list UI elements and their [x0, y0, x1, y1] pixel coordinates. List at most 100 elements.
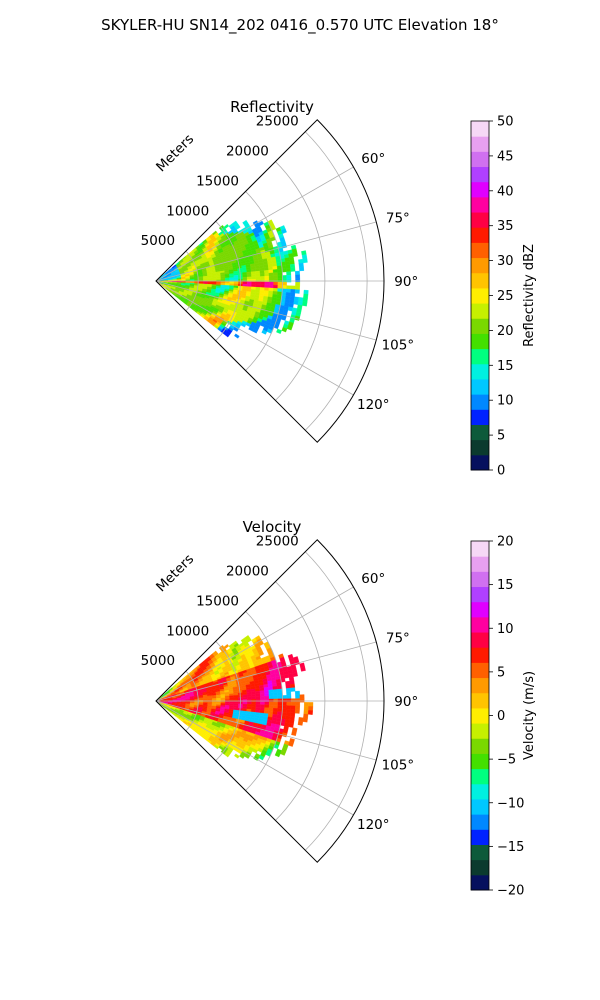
- colorbar-swatch: [471, 783, 489, 800]
- colorbar-tick-label: 15: [497, 578, 514, 593]
- radar-gate: [246, 691, 252, 695]
- radar-gate: [207, 698, 213, 701]
- radar-gate: [286, 705, 292, 710]
- radar-gate: [302, 258, 308, 264]
- radar-gate: [264, 281, 270, 286]
- radar-gate: [234, 753, 240, 759]
- colorbar-swatch: [471, 677, 489, 694]
- radar-gate: [285, 687, 291, 693]
- radar-gate: [299, 266, 305, 272]
- radar-gate: [302, 297, 308, 303]
- radar-gate: [295, 274, 301, 279]
- radar-gate: [239, 753, 245, 759]
- radar-gate: [259, 693, 265, 697]
- radar-field: [158, 635, 314, 761]
- colorbar-swatch: [471, 616, 489, 633]
- radar-gate: [276, 328, 282, 334]
- radial-tick-label: 25000: [256, 534, 299, 550]
- radar-gate: [268, 284, 274, 289]
- colorbar-swatch: [471, 212, 489, 228]
- radar-gate: [251, 273, 257, 277]
- radar-gate: [259, 273, 265, 277]
- radar-gate: [303, 293, 309, 299]
- radar-gate: [220, 697, 226, 701]
- radar-gate: [251, 693, 257, 697]
- radar-gate: [298, 258, 304, 264]
- azimuth-tick-label: 60°: [361, 151, 385, 167]
- radar-gate: [290, 292, 296, 297]
- radar-gate: [277, 272, 283, 276]
- radar-gate: [283, 673, 290, 679]
- radar-gate: [295, 270, 300, 276]
- radial-tick-label: 20000: [226, 144, 269, 160]
- colorbar-swatch: [471, 586, 489, 603]
- radar-gate: [286, 285, 292, 290]
- radar-gate: [255, 704, 261, 708]
- radar-gate: [246, 701, 252, 705]
- colorbar-swatch: [471, 378, 489, 395]
- radar-gate: [268, 695, 274, 700]
- colorbar-swatch: [471, 181, 489, 198]
- radar-gate: [233, 695, 239, 698]
- radar-gate: [260, 704, 265, 708]
- radar-gate: [233, 275, 239, 278]
- colorbar-swatch: [471, 287, 489, 304]
- radar-gate: [273, 281, 279, 286]
- radar-gate: [273, 695, 279, 700]
- radar-gate: [299, 698, 305, 703]
- colorbar-swatch: [471, 632, 489, 648]
- radar-gate: [220, 277, 226, 281]
- colorbar-tick-label: 40: [497, 184, 514, 199]
- radar-gate: [272, 689, 278, 693]
- radar-gate: [289, 263, 296, 269]
- colorbar-swatch: [471, 363, 489, 380]
- radar-gate: [294, 709, 300, 714]
- azimuth-gridline: [155, 700, 377, 761]
- radar-gate: [295, 278, 301, 283]
- radar-gate: [277, 288, 283, 293]
- radar-gate: [229, 281, 235, 284]
- radar-gate: [211, 698, 217, 701]
- radial-tick-label: 15000: [196, 173, 239, 189]
- radar-gate: [272, 708, 278, 712]
- radar-gate: [300, 666, 306, 672]
- radar-gate: [285, 260, 291, 266]
- radar-gate: [260, 278, 265, 283]
- azimuth-tick-label: 75°: [386, 210, 410, 226]
- radar-gate: [302, 717, 308, 723]
- radar-gate: [246, 276, 252, 280]
- radar-gate: [285, 267, 291, 273]
- radar-gate: [264, 701, 270, 706]
- radar-gate: [260, 284, 265, 288]
- radar-gate: [288, 741, 294, 747]
- radar-gate: [307, 710, 313, 715]
- azimuth-tick-label: 120°: [357, 817, 390, 833]
- radar-gate: [285, 680, 291, 686]
- radar-gate: [273, 278, 279, 283]
- radar-gate: [289, 683, 296, 689]
- radar-gate: [274, 751, 281, 758]
- radar-gate: [255, 696, 261, 700]
- azimuth-gridline: [155, 221, 377, 282]
- radar-gate: [304, 702, 309, 707]
- radar-gate: [295, 705, 300, 710]
- colorbar-swatch: [471, 227, 489, 243]
- radar-gate: [223, 644, 230, 649]
- colorbar-tick-label: 5: [497, 665, 505, 680]
- radar-gate: [268, 269, 274, 274]
- radar-gate: [225, 281, 230, 284]
- figure-title: SKYLER-HU SN14_202 0416_0.570 UTC Elevat…: [101, 16, 499, 34]
- radar-gate: [251, 696, 257, 700]
- radar-gate: [258, 651, 264, 657]
- radar-gate: [251, 699, 257, 703]
- radar-gate: [233, 281, 239, 285]
- radar-gate: [246, 281, 252, 285]
- radar-gate: [224, 332, 230, 338]
- radar-gate: [252, 328, 258, 334]
- radar-gate: [242, 701, 248, 705]
- radar-gate: [260, 696, 265, 700]
- colorbar-swatch: [471, 348, 489, 365]
- colorbar-swatch: [471, 257, 489, 274]
- azimuth-tick-label: 120°: [357, 397, 390, 413]
- colorbar-swatch: [471, 692, 489, 709]
